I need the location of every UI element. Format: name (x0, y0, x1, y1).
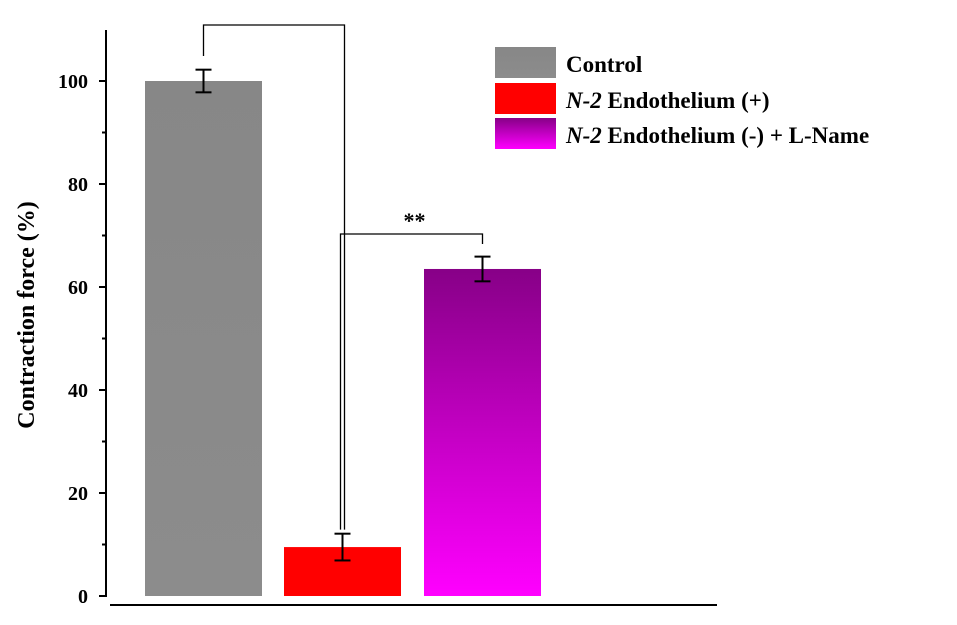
significance-bracket (202, 24, 346, 530)
axes-layer: 0 20 40 60 80 100 (58, 30, 717, 608)
bar (424, 268, 541, 596)
legend-label: N-2 Endothelium (-) + L-Name (565, 123, 869, 148)
y-tick-label: 0 (78, 586, 88, 608)
y-tick-label: 60 (68, 277, 88, 299)
significance-label: ** (404, 208, 426, 233)
y-tick-label: 80 (68, 174, 88, 196)
y-tick-label: 20 (68, 483, 88, 505)
legend-label-text: Endothelium (-) + L-Name (602, 123, 869, 148)
annotations-layer: ** (202, 24, 484, 530)
significance-bracket (339, 233, 484, 530)
legend-label-italic: N-2 (565, 88, 602, 113)
legend-swatch (495, 47, 556, 78)
error-bars-layer (195, 68, 491, 562)
bar (145, 81, 262, 596)
legend-label-text: Control (566, 52, 642, 77)
legend-swatch (495, 118, 556, 149)
y-tick-label: 100 (58, 71, 88, 93)
legend-label-text: Endothelium (+) (602, 88, 770, 113)
y-axis-label: Contraction force (%) (14, 201, 40, 428)
legend-label-italic: N-2 (565, 123, 602, 148)
bars-layer (145, 81, 541, 596)
legend-swatch (495, 83, 556, 114)
legend-label: Control (566, 52, 642, 77)
legend-label: N-2 Endothelium (+) (565, 88, 770, 113)
y-tick-label: 40 (68, 380, 88, 402)
